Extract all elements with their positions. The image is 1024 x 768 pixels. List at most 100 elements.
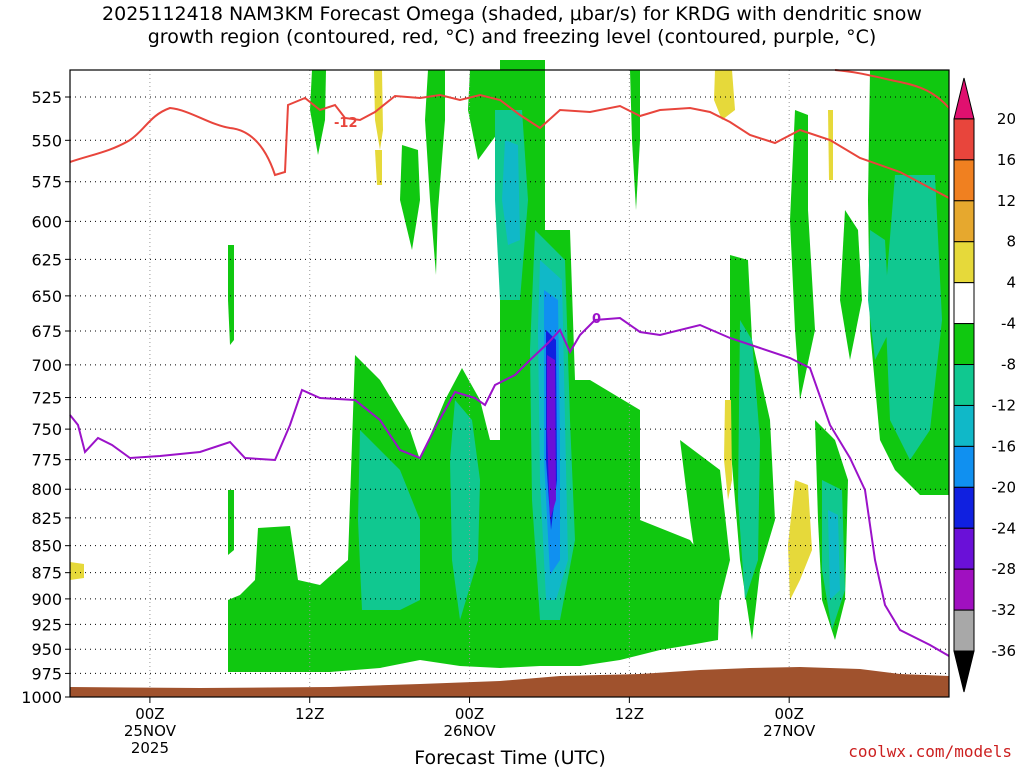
- y-tick-label: 925: [31, 615, 62, 634]
- chart-title-line-2: growth region (contoured, red, °C) and f…: [147, 26, 877, 48]
- colorbar-label: -16: [992, 437, 1017, 455]
- x-tick-label: 00Z: [455, 705, 484, 723]
- colorbar: 20 16 12 8 4 -4 -8 -12 -16 -20 -24 -28 -32 -36: [953, 77, 1017, 693]
- dgz-contour-label: -12: [334, 116, 358, 131]
- y-axis-ticks: 525 550 575 600 625 650 675 700 725 750 775 800 825 8…: [21, 88, 70, 707]
- omega-shade-region: [790, 110, 815, 400]
- omega-shade-region: [547, 355, 556, 520]
- chart-title-line-1: 2025112418 NAM3KM Forecast Omega (shaded…: [102, 3, 922, 25]
- x-tick-label: 12Z: [615, 705, 644, 723]
- colorbar-swatch: [953, 568, 975, 611]
- y-tick-label: 800: [31, 480, 62, 499]
- omega-shade-region: [358, 430, 420, 610]
- y-tick-label: 600: [31, 212, 62, 231]
- colorbar-label: -24: [992, 519, 1017, 537]
- y-tick-label: 700: [31, 356, 62, 375]
- colorbar-label: -28: [992, 560, 1017, 578]
- omega-shade-region: [580, 540, 640, 640]
- y-tick-label: 1000: [21, 688, 62, 707]
- omega-shade-region: [400, 145, 420, 250]
- y-tick-label: 975: [31, 664, 62, 683]
- colorbar-swatch: [953, 650, 975, 693]
- omega-shade-region: [310, 70, 326, 155]
- omega-shade-region: [425, 70, 445, 275]
- y-tick-label: 850: [31, 537, 62, 556]
- x-tick-label: 27NOV: [763, 722, 816, 740]
- y-tick-label: 950: [31, 640, 62, 659]
- y-tick-label: 750: [31, 420, 62, 439]
- omega-shade-region: [714, 70, 735, 120]
- colorbar-label: 16: [997, 151, 1016, 169]
- colorbar-label: 8: [1006, 233, 1016, 251]
- colorbar-label: -4: [1001, 315, 1016, 333]
- y-tick-label: 900: [31, 590, 62, 609]
- y-tick-label: 775: [31, 451, 62, 470]
- colorbar-swatch: [953, 364, 975, 406]
- x-tick-label: 12Z: [295, 705, 324, 723]
- colorbar-swatch: [953, 241, 975, 284]
- colorbar-label: -20: [992, 478, 1017, 496]
- dgz-upper-contour: [834, 69, 950, 109]
- colorbar-swatch: [953, 77, 975, 120]
- omega-shade-region: [828, 510, 840, 600]
- gridlines: [70, 70, 949, 698]
- colorbar-label: 20: [997, 110, 1016, 128]
- colorbar-swatch: [953, 323, 975, 366]
- y-tick-label: 650: [31, 287, 62, 306]
- y-tick-label: 825: [31, 509, 62, 528]
- colorbar-swatch: [953, 486, 975, 529]
- omega-shade-region: [375, 150, 382, 185]
- x-tick-label: 00Z: [774, 705, 803, 723]
- omega-shade-region: [885, 175, 942, 460]
- dgz-lower-contour: [69, 93, 950, 199]
- omega-shade-region: [228, 245, 234, 345]
- colorbar-label: -36: [992, 642, 1017, 660]
- y-tick-label: 725: [31, 389, 62, 408]
- colorbar-swatch: [953, 404, 975, 447]
- site-credit: coolwx.com/models: [848, 742, 1012, 761]
- omega-shade-region: [788, 480, 812, 600]
- colorbar-swatch: [953, 282, 975, 325]
- terrain-surface: [70, 667, 949, 697]
- omega-shade-region: [840, 210, 862, 360]
- colorbar-swatch: [953, 159, 975, 202]
- colorbar-label: -12: [992, 396, 1017, 414]
- y-tick-label: 550: [31, 131, 62, 150]
- colorbar-label: 4: [1006, 274, 1016, 292]
- omega-shade-region: [70, 562, 84, 580]
- colorbar-swatch: [953, 527, 975, 570]
- colorbar-label: 12: [997, 192, 1016, 210]
- omega-shade-region: [468, 70, 505, 160]
- y-tick-label: 625: [31, 250, 62, 269]
- omega-shade-region: [738, 320, 760, 600]
- omega-shade-region: [724, 400, 732, 500]
- colorbar-swatch: [953, 445, 975, 488]
- colorbar-swatch: [953, 609, 975, 652]
- x-tick-label: 25NOV: [124, 722, 177, 740]
- colorbar-swatch: [953, 200, 975, 243]
- colorbar-label: -8: [1001, 356, 1016, 374]
- freezing-level-contour: [69, 316, 950, 657]
- x-axis-label: Forecast Time (UTC): [414, 747, 605, 768]
- x-tick-label: 2025: [131, 739, 169, 757]
- contour-lines: -12 0: [69, 69, 950, 657]
- omega-shade-region: [680, 440, 730, 600]
- y-tick-label: 875: [31, 564, 62, 583]
- y-tick-label: 575: [31, 173, 62, 192]
- y-tick-label: 525: [31, 88, 62, 107]
- omega-shade-region: [502, 140, 520, 245]
- colorbar-label: -32: [992, 601, 1017, 619]
- x-tick-label: 00Z: [135, 705, 164, 723]
- omega-shading: [70, 60, 949, 672]
- freezing-contour-label: 0: [592, 312, 601, 327]
- omega-shade-region: [228, 60, 720, 672]
- y-tick-label: 675: [31, 322, 62, 341]
- omega-shade-region: [868, 230, 890, 360]
- colorbar-swatch: [953, 118, 975, 161]
- omega-shade-region: [450, 400, 480, 620]
- plot-frame: [69, 69, 950, 698]
- omega-shade-region: [828, 110, 833, 180]
- x-tick-label: 26NOV: [443, 722, 496, 740]
